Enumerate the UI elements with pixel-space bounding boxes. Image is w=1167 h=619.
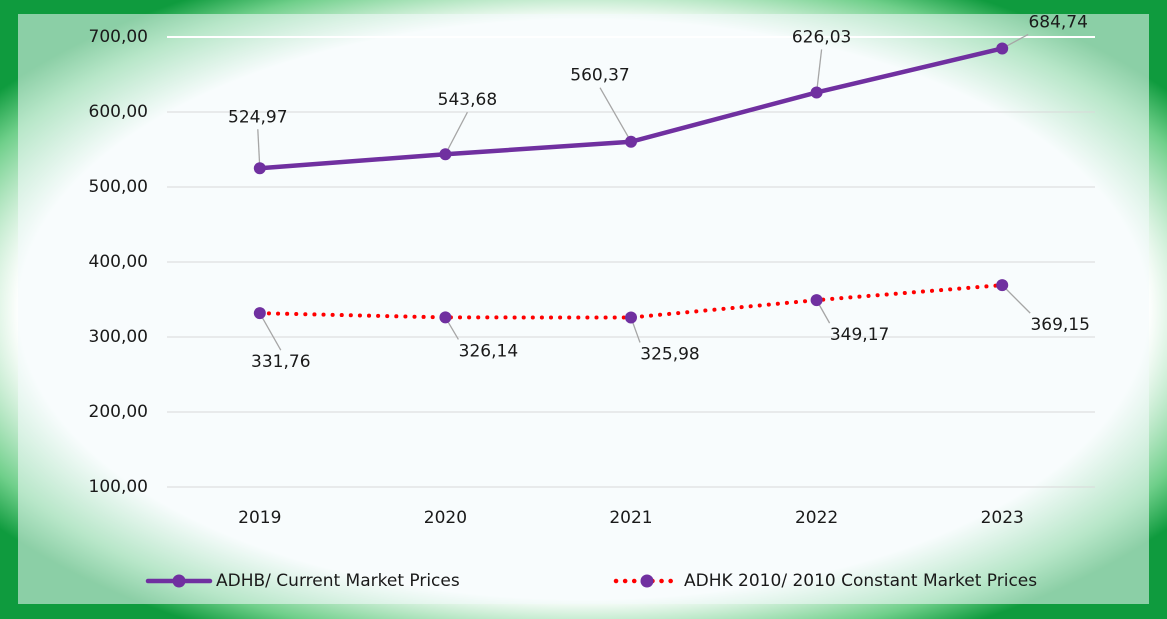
marker [439, 311, 452, 324]
data-label: 543,68 [438, 90, 497, 110]
leader-line [257, 129, 261, 169]
marker [439, 148, 452, 161]
marker [810, 294, 823, 307]
leader-line [259, 312, 282, 351]
marker [253, 162, 266, 175]
y-tick-label: 200,00 [89, 402, 148, 422]
leader-line [815, 49, 823, 93]
leader-line [1001, 284, 1031, 314]
x-tick-label: 2020 [424, 508, 467, 528]
data-label: 524,97 [228, 107, 287, 127]
y-tick-label: 400,00 [89, 252, 148, 272]
marker [625, 311, 637, 324]
data-label: 369,15 [1030, 315, 1089, 335]
marker [625, 135, 637, 148]
x-tick-label: 2021 [609, 508, 652, 528]
x-tick-label: 2023 [981, 508, 1024, 528]
legend-marker [640, 574, 654, 588]
data-label: 684,74 [1028, 12, 1087, 32]
y-tick-label: 500,00 [89, 177, 148, 197]
marker [810, 86, 823, 99]
legend-label: ADHB/ Current Market Prices [216, 571, 460, 591]
x-tick-label: 2022 [795, 508, 838, 528]
y-tick-label: 300,00 [89, 327, 148, 347]
data-label: 331,76 [251, 352, 310, 372]
legend-label: ADHK 2010/ 2010 Constant Market Prices [684, 571, 1037, 591]
marker [253, 307, 266, 320]
plot-background [18, 14, 1149, 604]
y-tick-label: 700,00 [89, 27, 148, 47]
leader-line [599, 87, 632, 143]
leader-line [444, 111, 468, 155]
marker [996, 279, 1009, 292]
data-label: 349,17 [830, 325, 889, 345]
data-label: 325,98 [640, 345, 699, 365]
x-tick-label: 2019 [238, 508, 281, 528]
legend-marker [172, 574, 186, 588]
data-label: 560,37 [570, 66, 629, 86]
data-label: 626,03 [792, 27, 851, 47]
marker [996, 42, 1009, 55]
data-label: 326,14 [459, 341, 518, 361]
y-tick-label: 600,00 [89, 102, 148, 122]
y-tick-label: 100,00 [89, 477, 148, 497]
